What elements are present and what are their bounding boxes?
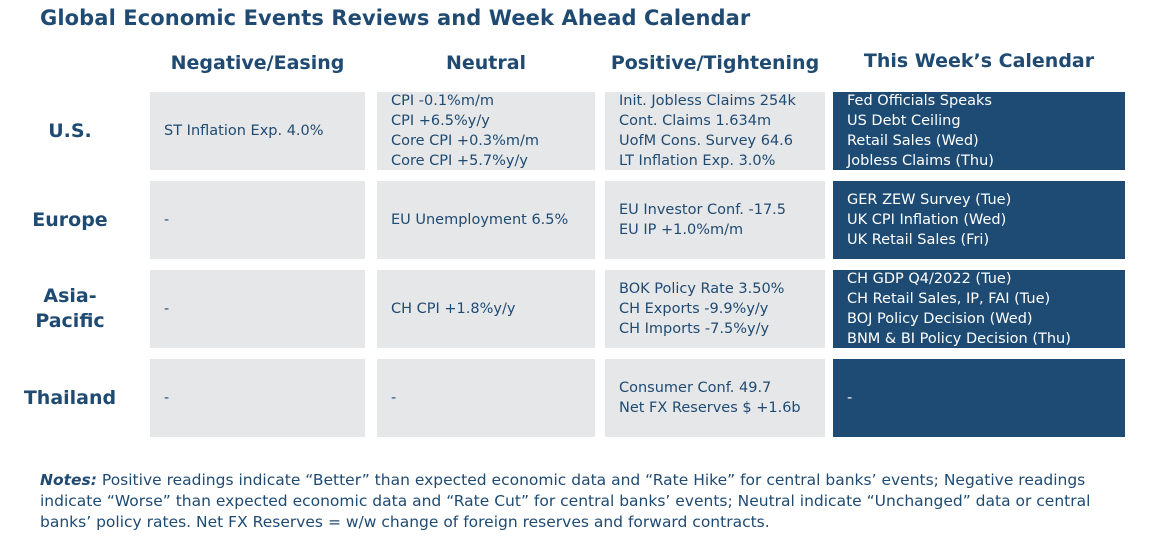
- economic-reading: ST Inflation Exp. 4.0%: [164, 123, 324, 139]
- calendar-event: UK Retail Sales (Fri): [847, 232, 990, 248]
- region-thailand-neutral-cell: -: [377, 359, 595, 437]
- region-us-positive-cell: Init. Jobless Claims 254k Cont. Claims 1.…: [605, 92, 825, 170]
- economic-reading: CPI -0.1%m/m: [391, 93, 494, 109]
- economic-reading: -: [164, 212, 170, 228]
- economic-reading: CH Imports -7.5%y/y: [619, 321, 770, 337]
- region-asia-pacific-neutral-cell: CH CPI +1.8%y/y: [377, 270, 595, 348]
- calendar-event: -: [847, 390, 853, 406]
- page-title: Global Economic Events Reviews and Week …: [40, 6, 751, 30]
- region-us-calendar-cell: Fed Officials Speaks US Debt Ceiling Retai…: [833, 92, 1125, 170]
- region-label-line: U.S.: [48, 119, 92, 142]
- column-header-neutral: Neutral: [445, 52, 527, 74]
- economic-reading: CH CPI +1.8%y/y: [391, 301, 516, 317]
- region-thailand-negative-cell: -: [150, 359, 365, 437]
- economic-reading: -: [391, 390, 397, 406]
- region-europe-positive-cell: EU Investor Conf. -17.5 EU IP +1.0%m/m: [605, 181, 825, 259]
- region-europe-neutral-cell: EU Unemployment 6.5%: [377, 181, 595, 259]
- calendar-event: GER ZEW Survey (Tue): [847, 192, 1012, 208]
- economic-reading: CPI +6.5%y/y: [391, 113, 490, 129]
- column-header-negative: Negative/Easing: [170, 52, 345, 74]
- notes-text: Positive readings indicate “Better” than…: [40, 471, 1091, 531]
- economic-reading: Init. Jobless Claims 254k: [619, 93, 796, 109]
- calendar-event: BNM & BI Policy Decision (Thu): [847, 331, 1071, 347]
- economic-reading: BOK Policy Rate 3.50%: [619, 281, 785, 297]
- economic-reading: -: [164, 301, 170, 317]
- economic-reading: EU IP +1.0%m/m: [619, 222, 744, 238]
- calendar-event: UK CPI Inflation (Wed): [847, 212, 1007, 228]
- region-label-line: Europe: [32, 208, 108, 231]
- region-asia-pacific-calendar-cell: CH GDP Q4/2022 (Tue) CH Retail Sales, IP,…: [833, 270, 1125, 348]
- calendar-event: CH Retail Sales, IP, FAI (Tue): [847, 291, 1051, 307]
- region-europe-label: Europe: [10, 181, 130, 259]
- economic-reading: CH Exports -9.9%y/y: [619, 301, 769, 317]
- region-europe-negative-cell: -: [150, 181, 365, 259]
- economic-reading: Core CPI +5.7%y/y: [391, 153, 528, 169]
- region-label-line: Pacific: [35, 310, 105, 332]
- calendar-event: Jobless Claims (Thu): [847, 153, 994, 169]
- column-header-positive: Positive/Tightening: [610, 52, 820, 74]
- notes: Notes: Positive readings indicate “Bette…: [40, 470, 1130, 533]
- region-thailand-label: Thailand: [10, 359, 130, 437]
- region-label-line: Thailand: [23, 386, 117, 409]
- region-us-neutral-cell: CPI -0.1%m/m CPI +6.5%y/y Core CPI +0.3%m/…: [377, 92, 595, 170]
- notes-lead: Notes:: [40, 471, 97, 489]
- economic-reading: LT Inflation Exp. 3.0%: [619, 153, 776, 169]
- region-asia-pacific-positive-cell: BOK Policy Rate 3.50% CH Exports -9.9%y/y…: [605, 270, 825, 348]
- economic-reading: Core CPI +0.3%m/m: [391, 133, 540, 149]
- region-asia-pacific-negative-cell: -: [150, 270, 365, 348]
- region-thailand-calendar-cell: -: [833, 359, 1125, 437]
- calendar-event: BOJ Policy Decision (Wed): [847, 311, 1033, 327]
- region-thailand-positive-cell: Consumer Conf. 49.7 Net FX Reserves $ +1.…: [605, 359, 825, 437]
- calendar-event: US Debt Ceiling: [847, 113, 961, 129]
- region-label-line: Asia-: [43, 285, 97, 307]
- calendar-event: Fed Officials Speaks: [847, 93, 992, 109]
- region-us-negative-cell: ST Inflation Exp. 4.0%: [150, 92, 365, 170]
- region-us-label: U.S.: [10, 92, 130, 170]
- column-header-calendar: This Week’s Calendar: [863, 50, 1095, 72]
- region-europe-calendar-cell: GER ZEW Survey (Tue) UK CPI Inflation (We…: [833, 181, 1125, 259]
- economic-reading: Cont. Claims 1.634m: [619, 113, 772, 129]
- economic-reading: Net FX Reserves $ +1.6b: [619, 400, 801, 416]
- calendar-event: CH GDP Q4/2022 (Tue): [847, 271, 1012, 287]
- economic-reading: -: [164, 390, 170, 406]
- economic-reading: UofM Cons. Survey 64.6: [619, 133, 793, 149]
- economic-reading: Consumer Conf. 49.7: [619, 380, 772, 396]
- calendar-event: Retail Sales (Wed): [847, 133, 979, 149]
- economic-reading: EU Unemployment 6.5%: [391, 212, 569, 228]
- economic-reading: EU Investor Conf. -17.5: [619, 202, 787, 218]
- region-asia-pacific-label: Asia- Pacific: [10, 270, 130, 348]
